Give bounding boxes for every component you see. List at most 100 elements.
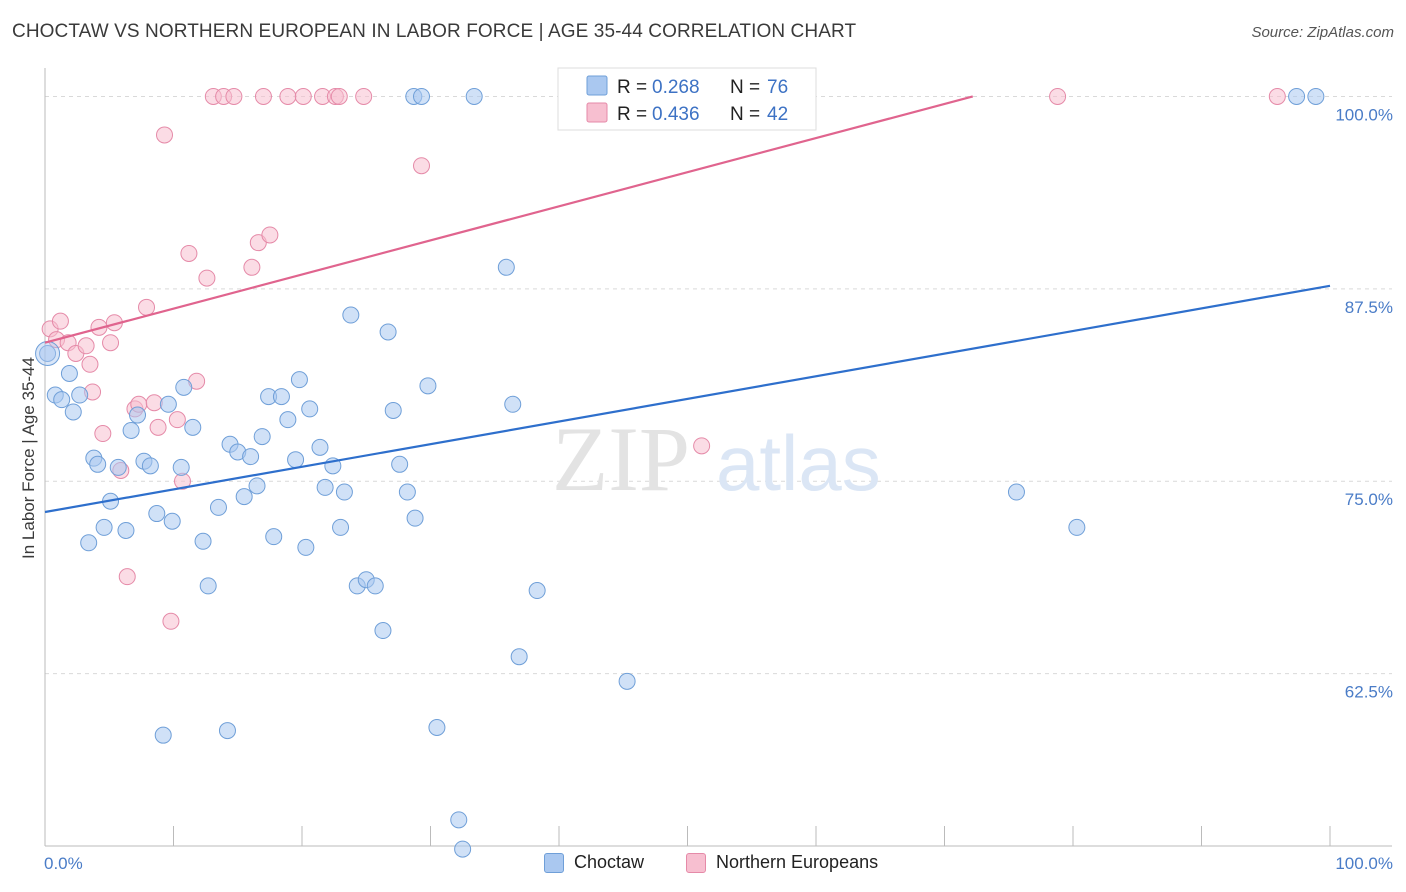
chart-source: Source: ZipAtlas.com: [1251, 24, 1394, 41]
choctaw-point-21: [172, 458, 190, 476]
northern-trend-line: [44, 95, 974, 344]
choctaw-point-71: [1068, 518, 1086, 536]
northern-point-29: [243, 258, 261, 276]
legend-n-value-choctaw: 76: [767, 77, 788, 98]
legend-r-label-choctaw: R =: [617, 77, 647, 98]
northern-point-34: [294, 87, 312, 105]
northern-point-37: [330, 87, 348, 105]
choctaw-point-17: [148, 505, 166, 523]
choctaw-point-39: [290, 371, 308, 389]
choctaw-point-54: [391, 455, 409, 473]
choctaw-point-19: [159, 395, 177, 413]
choctaw-point-45: [332, 518, 350, 536]
choctaw-point-27: [218, 722, 236, 740]
legend-r-value-choctaw: 0.268: [652, 77, 700, 98]
choctaw-point-31: [242, 448, 260, 466]
chart-title: CHOCTAW VS NORTHERN EUROPEAN IN LABOR FO…: [12, 21, 857, 42]
choctaw-point-64: [528, 582, 546, 600]
choctaw-point-6: [80, 534, 98, 552]
y-tick-label-2: 87.5%: [1345, 298, 1393, 317]
choctaw-point-23: [184, 418, 202, 436]
choctaw-point-37: [279, 411, 297, 429]
choctaw-point-51: [374, 622, 392, 640]
bottom-legend-label-northern: Northern Europeans: [716, 852, 879, 872]
choctaw-point-4: [64, 403, 82, 421]
x-tick-label-1: 100.0%: [1335, 854, 1393, 873]
choctaw-point-42: [311, 438, 329, 456]
northern-point-10: [102, 334, 120, 352]
choctaw-point-68: [465, 87, 483, 105]
bottom-legend-item-northern: Northern Europeans: [686, 852, 878, 873]
choctaw-point-24: [194, 532, 212, 550]
northern-point-18: [149, 418, 167, 436]
choctaw-point-67: [413, 87, 431, 105]
bottom-legend: Choctaw Northern Europeans: [0, 852, 1406, 878]
choctaw-point-5: [71, 386, 89, 404]
choctaw-point-61: [497, 258, 515, 276]
bottom-legend-item-choctaw: Choctaw: [544, 852, 644, 873]
choctaw-point-73: [1307, 87, 1325, 105]
northern-point-5: [77, 337, 95, 355]
choctaw-point-40: [297, 538, 315, 556]
choctaw-point-18: [154, 726, 172, 744]
choctaw-point-8: [89, 455, 107, 473]
northern-point-28: [225, 87, 243, 105]
northern-point-6: [81, 355, 99, 373]
northern-point-2: [51, 312, 69, 330]
northern-point-21: [168, 411, 186, 429]
choctaw-point-30: [235, 488, 253, 506]
choctaw-point-14: [129, 406, 147, 424]
choctaw-point-47: [342, 306, 360, 324]
watermark-atlas: atlas: [716, 419, 881, 507]
northern-point-19: [156, 126, 174, 144]
choctaw-point-59: [450, 811, 468, 829]
choctaw-point-53: [384, 401, 402, 419]
gridlines: [45, 95, 1392, 675]
choctaw-point-52: [379, 323, 397, 341]
x-tick-label-0: 0.0%: [44, 854, 83, 873]
choctaw-point-16: [141, 457, 159, 475]
x-tick-labels: 0.0% 100.0%: [44, 854, 1393, 873]
northern-point-9: [94, 425, 112, 443]
choctaw-point-3: [60, 365, 78, 383]
northern-point-16: [138, 298, 156, 316]
bottom-legend-swatch-northern: [686, 852, 706, 873]
legend-swatch-choctaw: [586, 75, 608, 96]
legend-n-label-northern: N =: [730, 104, 760, 125]
y-tick-label-3: 100.0%: [1335, 105, 1393, 124]
choctaw-point-36: [272, 388, 290, 406]
northern-point-40: [693, 437, 711, 455]
choctaw-point-25: [199, 577, 217, 595]
choctaw-point-56: [406, 509, 424, 527]
choctaw-point-0: [39, 344, 57, 362]
northern-point-25: [198, 269, 216, 287]
northern-point-32: [254, 87, 272, 105]
choctaw-point-60: [454, 840, 472, 858]
choctaw-point-38: [287, 451, 305, 469]
choctaw-point-11: [109, 458, 127, 476]
choctaw-point-26: [209, 498, 227, 516]
choctaw-point-12: [117, 521, 135, 539]
northern-point-42: [1268, 87, 1286, 105]
choctaw-point-35: [265, 528, 283, 546]
y-axis-label: In Labor Force | Age 35-44: [19, 357, 38, 559]
legend-r-label-northern: R =: [617, 104, 647, 125]
legend-n-value-northern: 42: [767, 104, 788, 125]
northern-point-31: [261, 226, 279, 244]
choctaw-point-large: [35, 340, 61, 366]
legend: R = 0.268 N = 76 R = 0.436 N = 42: [557, 67, 817, 131]
watermark-zip: ZIP: [552, 408, 690, 510]
northern-point-41: [1049, 87, 1067, 105]
choctaw-point-63: [510, 648, 528, 666]
y-tick-labels: 62.5% 75.0% 87.5% 100.0%: [1335, 105, 1393, 701]
choctaw-point-22: [175, 378, 193, 396]
legend-n-label-choctaw: N =: [730, 77, 760, 98]
northern-point-20: [162, 612, 180, 630]
choctaw-point-55: [398, 483, 416, 501]
y-tick-label-0: 62.5%: [1345, 683, 1393, 702]
legend-r-value-northern: 0.436: [652, 104, 700, 125]
choctaw-point-70: [1007, 483, 1025, 501]
axes: [44, 68, 1392, 847]
choctaw-point-13: [122, 421, 140, 439]
